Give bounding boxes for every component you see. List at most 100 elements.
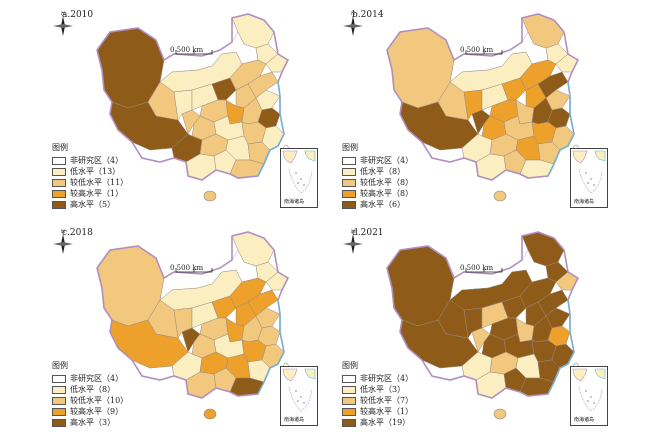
legend-title: 图例 xyxy=(342,361,358,370)
panel-title: b.2014 xyxy=(352,10,384,20)
legend-label: 较高水平（1） xyxy=(70,189,124,198)
legend-swatch xyxy=(342,396,356,405)
legend-label: 低水平（8） xyxy=(360,167,406,176)
province-region xyxy=(501,77,527,101)
legend-item: 较低水平（8） xyxy=(342,177,413,188)
legend-swatch xyxy=(52,374,66,383)
legend-item: 较低水平（11） xyxy=(52,177,128,188)
choropleth-map xyxy=(96,13,290,202)
legend-swatch xyxy=(342,178,356,187)
legend-item: 低水平（8） xyxy=(342,166,413,177)
legend-swatch xyxy=(52,178,66,187)
legend-item: 高水平（5） xyxy=(52,199,128,210)
legend-item: 低水平（3） xyxy=(342,384,413,395)
legend-swatch xyxy=(52,418,66,427)
south-china-sea-inset: 南海诸岛 xyxy=(570,366,608,426)
legend-item: 非研究区（4） xyxy=(52,373,128,384)
scale-bar xyxy=(175,268,213,273)
map-panel-1: b.2014 N 0 500 km 图例 非研究区（4） 低水平（8） 较低水平（8… xyxy=(342,10,632,210)
legend-label: 高水平（6） xyxy=(360,200,406,209)
legend-swatch xyxy=(342,156,356,165)
legend-item: 较低水平（10） xyxy=(52,395,128,406)
legend-item: 较高水平（8） xyxy=(342,188,413,199)
choropleth-map xyxy=(386,13,580,202)
inset-map xyxy=(282,150,316,194)
map-panel-0: a.2010 N 0 500 km 图例 非研究区（4） 低水平（13） 较低水平（… xyxy=(52,10,342,210)
legend-label: 较低水平（11） xyxy=(70,178,129,187)
map-panel-3: d.2021 N 0 500 km 图例 非研究区（4） 低水平（3） 较低水平（7… xyxy=(342,228,632,428)
scale-bar-label: 0 500 km xyxy=(170,264,204,272)
legend-swatch xyxy=(342,189,356,198)
inset-map xyxy=(282,368,316,412)
scale-bar xyxy=(465,268,503,273)
province-region xyxy=(211,77,237,101)
legend-item: 非研究区（4） xyxy=(342,155,413,166)
legend-title: 图例 xyxy=(52,143,68,152)
legend-label: 高水平（19） xyxy=(360,418,411,427)
legend-swatch xyxy=(342,407,356,416)
legend-item: 高水平（3） xyxy=(52,417,128,428)
inset-map xyxy=(572,150,606,194)
legend-label: 非研究区（4） xyxy=(70,374,124,383)
legend-item: 高水平（6） xyxy=(342,199,413,210)
scale-bar-label: 0 500 km xyxy=(460,46,494,54)
south-china-sea-inset: 南海诸岛 xyxy=(570,148,608,208)
legend-label: 较高水平（1） xyxy=(360,407,414,416)
legend: 图例 非研究区（4） 低水平（8） 较低水平（10） 较高水平（9） 高水平（3） xyxy=(52,360,128,428)
legend-item: 非研究区（4） xyxy=(52,155,128,166)
legend-swatch xyxy=(52,156,66,165)
legend: 图例 非研究区（4） 低水平（8） 较低水平（8） 较高水平（8） 高水平（6） xyxy=(342,142,413,210)
scale-bar xyxy=(175,50,213,55)
province-region xyxy=(211,295,237,319)
legend-label: 较高水平（8） xyxy=(360,189,414,198)
scale-bar xyxy=(465,50,503,55)
choropleth-map xyxy=(386,231,580,420)
legend-swatch xyxy=(342,418,356,427)
legend-item: 较高水平（1） xyxy=(52,188,128,199)
choropleth-map xyxy=(96,231,290,420)
panel-title: d.2021 xyxy=(352,228,384,238)
legend-swatch xyxy=(52,200,66,209)
legend-item: 非研究区（4） xyxy=(342,373,413,384)
legend-swatch xyxy=(52,167,66,176)
legend-label: 高水平（3） xyxy=(70,418,116,427)
legend-title: 图例 xyxy=(52,361,68,370)
legend-label: 低水平（8） xyxy=(70,385,116,394)
inset-label: 南海诸岛 xyxy=(284,199,305,205)
province-region xyxy=(501,295,527,319)
legend-label: 非研究区（4） xyxy=(360,156,414,165)
legend-label: 较低水平（8） xyxy=(360,178,414,187)
legend-swatch xyxy=(342,167,356,176)
coastline xyxy=(257,81,285,177)
legend-swatch xyxy=(342,200,356,209)
scale-bar-label: 0 500 km xyxy=(460,264,494,272)
legend-swatch xyxy=(52,396,66,405)
north-arrow-icon: N xyxy=(53,229,73,254)
north-arrow-icon: N xyxy=(53,11,73,36)
legend: 图例 非研究区（4） 低水平（3） 较低水平（7） 较高水平（1） 高水平（19） xyxy=(342,360,413,428)
legend-item: 较低水平（7） xyxy=(342,395,413,406)
legend-swatch xyxy=(52,385,66,394)
legend-label: 高水平（5） xyxy=(70,200,116,209)
panel-title: a.2010 xyxy=(62,10,94,20)
legend-item: 低水平（8） xyxy=(52,384,128,395)
inset-label: 南海诸岛 xyxy=(284,417,305,423)
hainan-region xyxy=(493,408,507,420)
panel-title: c.2018 xyxy=(62,228,93,238)
legend-item: 低水平（13） xyxy=(52,166,128,177)
north-label: N xyxy=(61,11,66,17)
coastline xyxy=(547,299,575,395)
legend-item: 较高水平（1） xyxy=(342,406,413,417)
legend-label: 较高水平（9） xyxy=(70,407,124,416)
legend-swatch xyxy=(52,407,66,416)
legend-title: 图例 xyxy=(342,143,358,152)
legend-label: 非研究区（4） xyxy=(70,156,124,165)
north-label: N xyxy=(351,11,356,17)
hainan-region xyxy=(203,190,217,202)
coastline xyxy=(257,299,285,395)
north-label: N xyxy=(351,229,356,235)
coastline xyxy=(547,81,575,177)
scale-bar-label: 0 500 km xyxy=(170,46,204,54)
inset-label: 南海诸岛 xyxy=(574,417,595,423)
south-china-sea-inset: 南海诸岛 xyxy=(280,366,318,426)
